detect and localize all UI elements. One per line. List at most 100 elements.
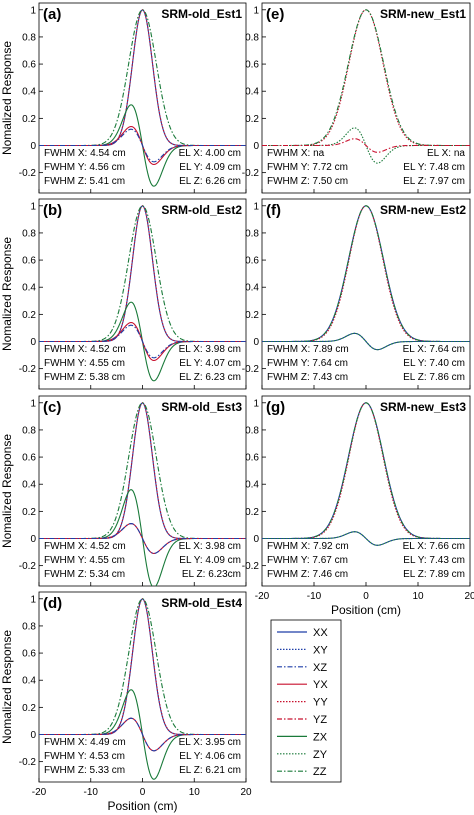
y-tick-label: 1	[30, 201, 36, 212]
y-tick-label: 0.4	[22, 87, 36, 98]
y-tick-label: 1	[253, 5, 259, 16]
y-tick-label: 0.4	[245, 283, 259, 294]
fwhm-stat: FWHM Y: 4.53 cm	[44, 751, 125, 762]
series-zx	[262, 531, 470, 546]
x-tick-label: 20	[464, 591, 474, 602]
fwhm-stat: FWHM X: 4.54 cm	[44, 148, 126, 159]
y-tick-label: -0.2	[19, 757, 37, 768]
panel-title: SRM-new_Est2	[380, 203, 466, 217]
y-tick-label: 0.2	[22, 507, 36, 518]
el-stat: EL Z: 7.89 cm	[403, 569, 465, 580]
y-axis-label: Nomalized Response	[0, 237, 14, 351]
el-stat: EL Z: 7.97 cm	[403, 176, 465, 187]
panel-e: 1 0.8 0.6 0.4 0.2 0 -0.2 (e) SRM-new_Est1 FWHM X:…	[242, 2, 471, 194]
y-tick-label: 0.4	[22, 480, 36, 491]
series-xy	[262, 332, 470, 351]
y-tick-label: 0.4	[22, 283, 36, 294]
y-tick-label: 0.6	[22, 453, 36, 464]
y-tick-label: 0.6	[22, 256, 36, 267]
y-tick-label: 1	[30, 594, 36, 605]
y-tick-label: 0.8	[22, 32, 36, 43]
fwhm-stat: FWHM X: 4.49 cm	[44, 737, 126, 748]
legend-label: ZZ	[313, 766, 327, 778]
panel-f: 1 0.8 0.6 0.4 0.2 0 -0.2 (f) SRM-new_Est2 FWHM X:…	[242, 198, 471, 390]
plot-frame	[261, 198, 471, 390]
y-tick-label: 0.2	[22, 703, 36, 714]
series-xz	[39, 128, 246, 163]
series-xz	[39, 523, 246, 554]
legend-label: ZX	[313, 731, 328, 743]
y-axis-label: Nomalized Response	[0, 434, 14, 548]
x-tick-label: 10	[412, 591, 424, 602]
curves	[39, 402, 246, 586]
series-yy	[39, 9, 246, 147]
series-yz	[262, 138, 470, 153]
y-tick-label: 0	[253, 141, 259, 152]
panel-letter: (c)	[43, 399, 61, 416]
y-tick-label: 0.4	[22, 676, 36, 687]
fwhm-stat: FWHM Y: 4.55 cm	[44, 358, 125, 369]
el-stat: EL Y: 7.43 cm	[403, 555, 465, 566]
fwhm-stat: FWHM Y: 7.64 cm	[267, 358, 348, 369]
legend-label: XZ	[313, 662, 327, 674]
fwhm-stat: FWHM X: 7.89 cm	[267, 344, 349, 355]
y-tick-label: 0.8	[22, 425, 36, 436]
fwhm-stat: FWHM X: 7.92 cm	[267, 541, 349, 552]
y-tick-label: 0.4	[245, 480, 259, 491]
y-tick-label: 0	[30, 730, 36, 741]
panel-g: 1 0.8 0.6 0.4 0.2 0 -0.2 -20 -10 0 10 20 Position (c…	[242, 395, 474, 617]
fwhm-stat: FWHM Z: 7.46 cm	[267, 569, 348, 580]
panel-title: SRM-new_Est3	[380, 400, 466, 414]
panel-title: SRM-old_Est1	[161, 7, 242, 21]
y-tick-label: 0.8	[245, 32, 259, 43]
x-axis-label: Position (cm)	[107, 799, 177, 813]
y-tick-label: 0.8	[22, 621, 36, 632]
curves	[262, 9, 470, 164]
legend-label: YX	[313, 679, 328, 691]
y-tick-label: 0.4	[245, 87, 259, 98]
panel-title: SRM-old_Est4	[161, 596, 242, 610]
el-stat: EL Z: 6.21 cm	[179, 765, 241, 776]
y-tick-label: 0.2	[245, 310, 259, 321]
y-tick-label: -0.2	[19, 168, 37, 179]
series-xz	[39, 324, 246, 359]
fwhm-stat: FWHM Z: 7.43 cm	[267, 372, 348, 383]
panel-title: SRM-new_Est1	[380, 7, 466, 21]
fwhm-stat: FWHM X: 4.52 cm	[44, 541, 126, 552]
y-tick-label: 1	[30, 398, 36, 409]
series-xz	[39, 717, 246, 752]
fwhm-stat: FWHM Z: 5.34 cm	[44, 569, 125, 580]
el-stat: EL X: na	[427, 148, 465, 159]
y-tick-label: -0.2	[242, 561, 260, 572]
y-tick-label: 0.6	[245, 256, 259, 267]
y-tick-label: 0.8	[245, 228, 259, 239]
y-tick-label: 0.6	[22, 649, 36, 660]
el-stat: EL Y: 4.06 cm	[179, 751, 241, 762]
y-tick-label: 0.8	[245, 425, 259, 436]
el-stat: EL Y: 7.40 cm	[403, 358, 465, 369]
el-stat: EL X: 3.95 cm	[179, 737, 241, 748]
panel-letter: (d)	[43, 595, 62, 612]
x-tick-label: -20	[32, 787, 47, 798]
el-stat: EL Z: 7.86 cm	[403, 372, 465, 383]
el-stat: EL Z: 6.26 cm	[179, 176, 241, 187]
panel-letter: (a)	[43, 6, 61, 23]
y-tick-label: 0.2	[22, 114, 36, 125]
el-stat: EL X: 3.98 cm	[179, 344, 241, 355]
y-tick-label: 0.6	[245, 453, 259, 464]
fwhm-stat: FWHM Y: 4.55 cm	[44, 555, 125, 566]
panel-letter: (e)	[266, 6, 284, 23]
fwhm-stat: FWHM Y: 7.67 cm	[267, 555, 348, 566]
panel-b: 1 0.8 0.6 0.4 0.2 0 -0.2 (b) SRM-old_Est2 FWHM X:…	[19, 198, 247, 390]
y-tick-label: 0.6	[22, 60, 36, 71]
curves	[39, 9, 246, 187]
y-tick-label: 1	[30, 5, 36, 16]
fwhm-stat: FWHM Y: 7.72 cm	[267, 162, 348, 173]
panel-letter: (b)	[43, 202, 62, 219]
el-stat: EL Y: 4.09 cm	[179, 162, 241, 173]
plot-frame	[261, 395, 471, 587]
panel-c: 1 0.8 0.6 0.4 0.2 0 -0.2 (c) SRM-old_Est3 FWHM X:…	[19, 395, 247, 587]
y-tick-label: 0	[30, 534, 36, 545]
plot-frame	[38, 198, 247, 390]
